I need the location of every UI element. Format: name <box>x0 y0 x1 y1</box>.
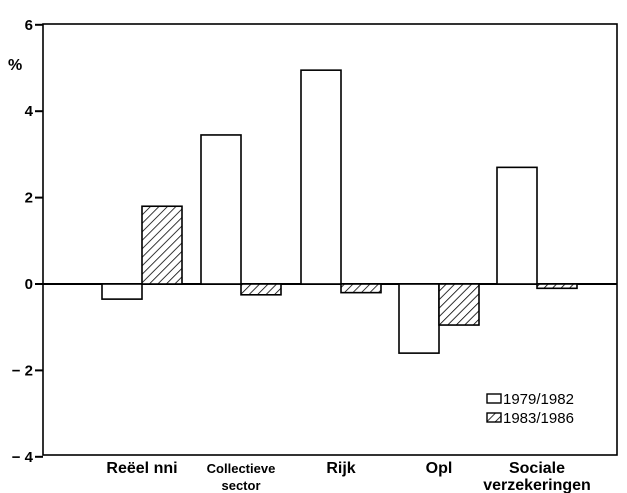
legend-label: 1983/1986 <box>503 410 574 427</box>
bars <box>101 69 578 354</box>
y-axis-ticks: 6 4 2 0 − 2 − 4 <box>12 17 43 466</box>
y-axis-unit-label: % <box>8 57 22 74</box>
bar <box>438 283 480 326</box>
bar <box>496 166 538 285</box>
legend-swatch <box>486 412 502 423</box>
category-label: sector <box>221 478 260 493</box>
y-tick-label: − 2 <box>12 362 33 379</box>
bar <box>200 134 242 285</box>
y-tick-label: 2 <box>25 190 33 207</box>
bar <box>536 283 578 290</box>
y-tick-label: 0 <box>25 276 33 293</box>
category-label: Collectieve <box>207 461 276 476</box>
category-label: Sociale <box>509 460 565 477</box>
bar <box>300 69 342 285</box>
y-tick-label: − 4 <box>12 449 34 466</box>
x-axis-categories: Reëel nni Collectieve sector Rijk Opl Sociale… <box>106 460 590 493</box>
bar <box>240 283 282 296</box>
legend-swatch <box>486 393 502 404</box>
y-tick-label: 4 <box>25 103 34 120</box>
category-label: verzekeringen <box>483 477 591 493</box>
bar <box>101 283 143 300</box>
category-label: Opl <box>426 460 453 477</box>
legend: 1979/1982 1983/1986 <box>486 391 574 427</box>
y-tick-label: 6 <box>25 17 33 34</box>
legend-label: 1979/1982 <box>503 391 574 408</box>
bar <box>141 205 183 285</box>
plot-border <box>42 23 618 456</box>
bar <box>398 283 440 354</box>
category-label: Reëel nni <box>106 460 177 477</box>
bar <box>340 283 382 294</box>
category-label: Rijk <box>326 460 355 477</box>
